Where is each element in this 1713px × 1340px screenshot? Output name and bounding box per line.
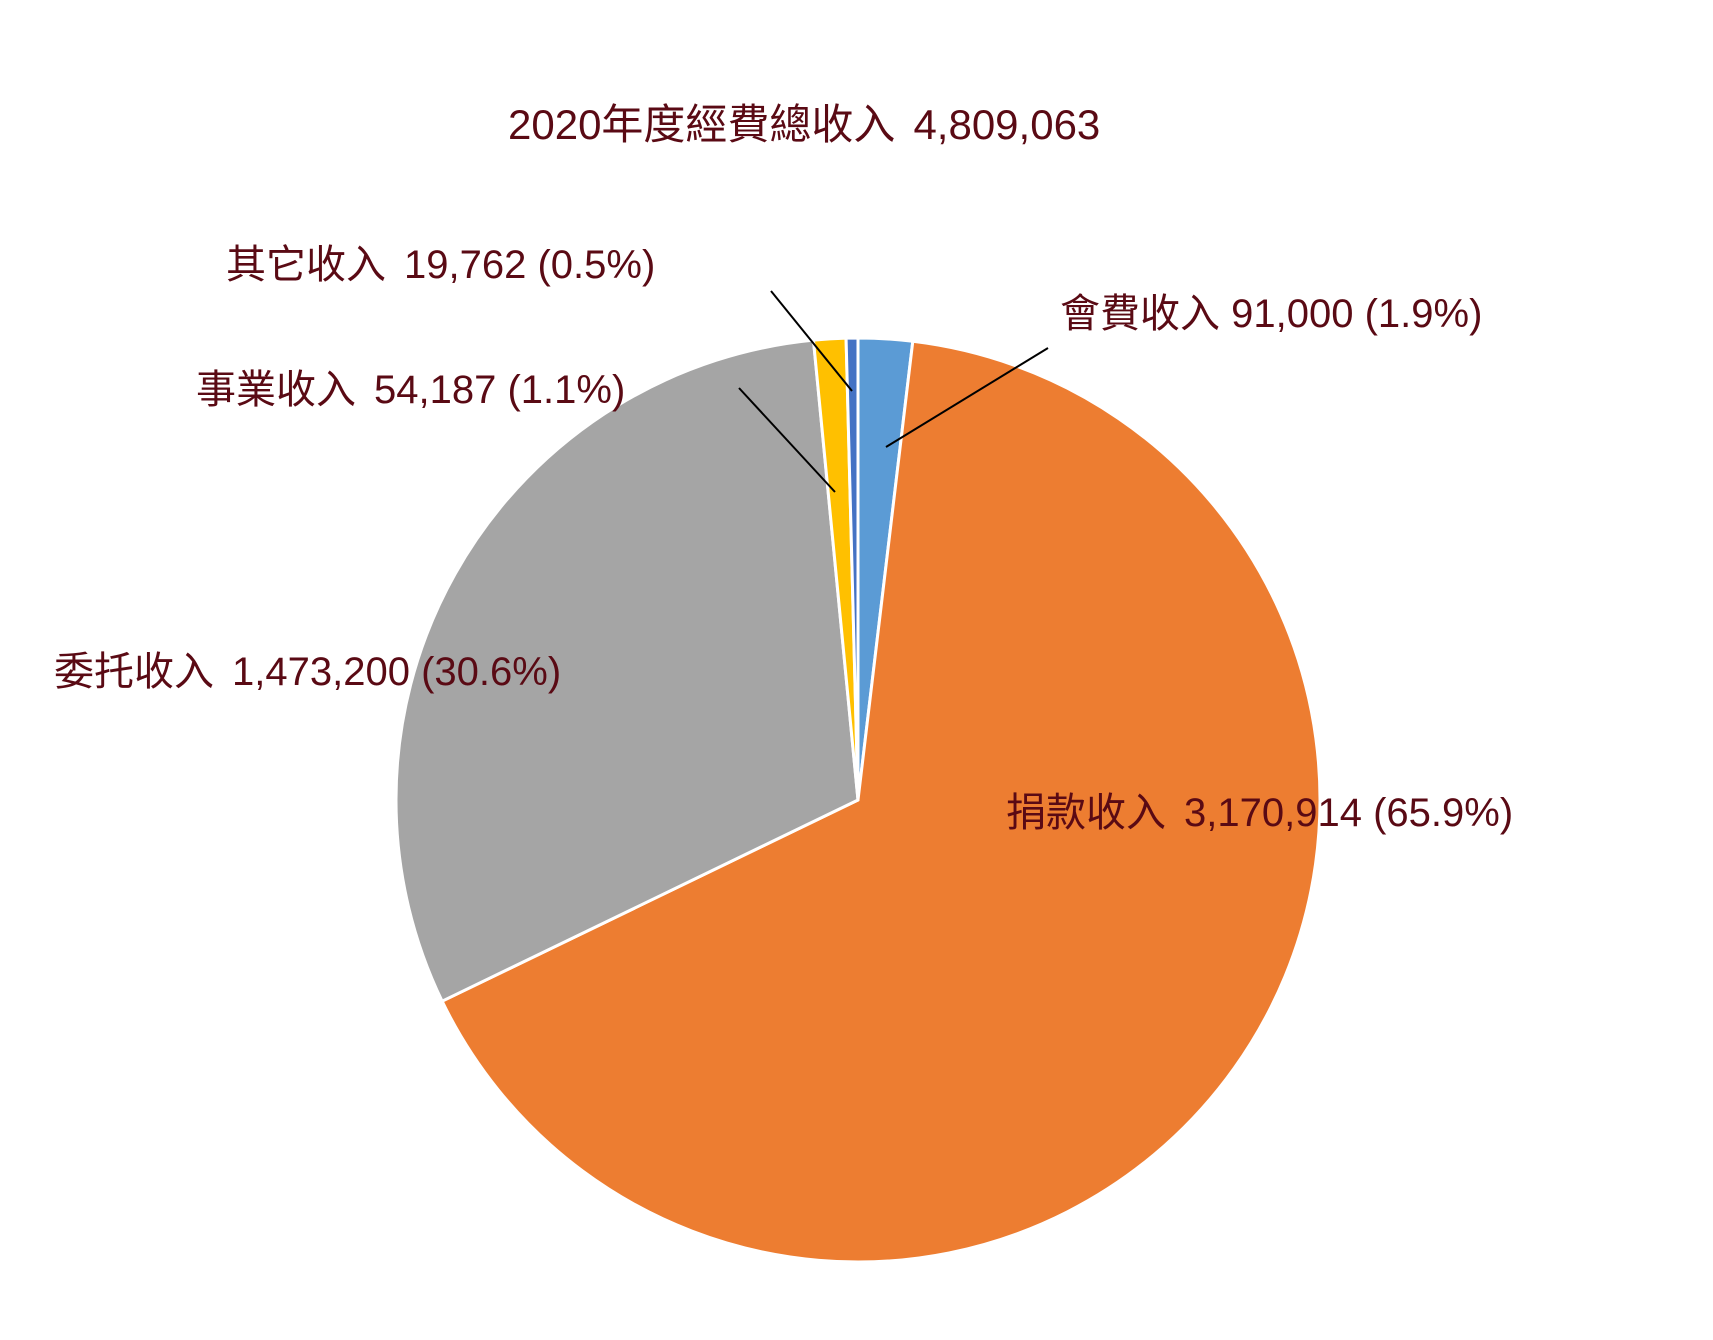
leader-line-membership: [885, 347, 1049, 448]
label-name: 捐款收入: [1006, 791, 1166, 835]
chart-title-label: 2020年度經費總收入: [508, 101, 896, 148]
leader-line-other: [770, 290, 853, 392]
label-pct: (65.9%): [1373, 791, 1514, 835]
label-name: 會費收入: [1060, 292, 1220, 336]
slice-other: [844, 336, 860, 802]
label-pct: (30.6%): [421, 650, 562, 694]
label-name: 事業收入: [196, 368, 356, 412]
label-pct: (1.1%): [507, 368, 626, 412]
chart-title: 2020年度經費總收入 4,809,063: [508, 104, 1100, 146]
data-label-commission: 委托收入 1,473,200 (30.6%): [54, 652, 561, 692]
label-value: 19,762: [404, 243, 527, 287]
label-pct: (0.5%): [537, 243, 656, 287]
pie-slices: [394, 336, 1322, 1264]
data-label-business: 事業收入 54,187 (1.1%): [196, 370, 625, 410]
label-name: 其它收入: [226, 243, 386, 287]
data-label-membership: 會費收入 91,000 (1.9%): [1060, 294, 1482, 334]
data-label-other: 其它收入 19,762 (0.5%): [226, 245, 655, 285]
label-value: 3,170,914: [1184, 791, 1362, 835]
slice-donation: [440, 339, 1322, 1264]
label-value: 1,473,200: [232, 650, 410, 694]
label-value: 54,187: [374, 368, 497, 412]
leader-lines: [738, 290, 1049, 493]
label-value: 91,000: [1231, 292, 1354, 336]
label-pct: (1.9%): [1364, 292, 1483, 336]
label-name: 委托收入: [54, 650, 214, 694]
slice-commission: [394, 338, 860, 1003]
leader-line-business: [738, 387, 836, 493]
chart-title-total: 4,809,063: [913, 101, 1101, 148]
data-label-donation: 捐款收入 3,170,914 (65.9%): [1006, 793, 1513, 833]
